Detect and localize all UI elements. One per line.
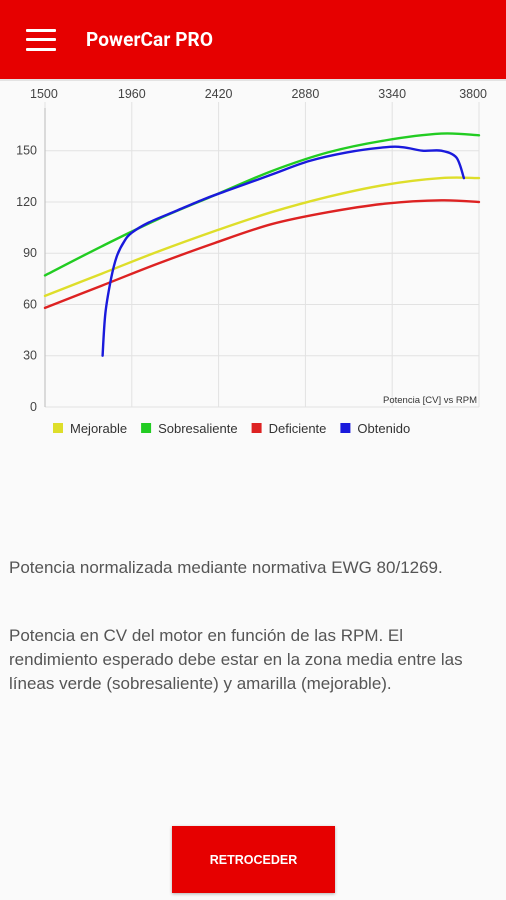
y-tick-label: 30 (23, 349, 37, 363)
app-bar: PowerCar PRO (0, 0, 506, 79)
power-chart-svg: 1500 1960 2420 2880 3340 3800 0 30 60 90 120 150 Pot… (0, 79, 506, 436)
y-tick-label: 60 (23, 297, 37, 311)
description-paragraph-2: Potencia en CV del motor en función de l… (9, 626, 463, 693)
description-paragraph-1: Potencia normalizada mediante normativa … (9, 558, 443, 577)
legend-label-mejorable: Mejorable (70, 421, 127, 436)
y-tick-label: 90 (23, 246, 37, 260)
hamburger-menu-icon[interactable] (26, 28, 56, 51)
series-line-sobresaliente (43, 132, 481, 277)
legend-swatch-sobresaliente (141, 423, 152, 433)
x-tick-label: 1960 (118, 87, 146, 101)
x-tick-label: 2880 (291, 87, 319, 101)
legend-swatch-mejorable (53, 423, 63, 433)
y-tick-label: 150 (16, 144, 37, 158)
series-line-obtenido (101, 145, 466, 357)
chart-description-label: Potencia [CV] vs RPM (383, 395, 477, 406)
x-tick-label: 3800 (459, 87, 487, 101)
x-tick-label: 2420 (205, 87, 233, 101)
legend-label-obtenido: Obtenido (357, 421, 410, 436)
app-title: PowerCar PRO (86, 28, 214, 51)
legend-swatch-deficiente (251, 423, 262, 433)
y-tick-label: 0 (30, 400, 37, 414)
series-line-deficiente (43, 199, 481, 310)
legend-label-deficiente: Deficiente (269, 421, 327, 436)
power-chart: 1500 1960 2420 2880 3340 3800 0 30 60 90 120 150 Pot… (0, 79, 506, 449)
back-button[interactable]: RETROCEDER (172, 826, 335, 893)
x-tick-label: 1500 (30, 87, 58, 101)
series-line-mejorable (43, 176, 481, 298)
y-tick-label: 120 (16, 195, 37, 209)
legend-label-sobresaliente: Sobresaliente (158, 421, 238, 436)
x-tick-label: 3340 (378, 87, 406, 101)
legend-swatch-obtenido (340, 423, 351, 433)
